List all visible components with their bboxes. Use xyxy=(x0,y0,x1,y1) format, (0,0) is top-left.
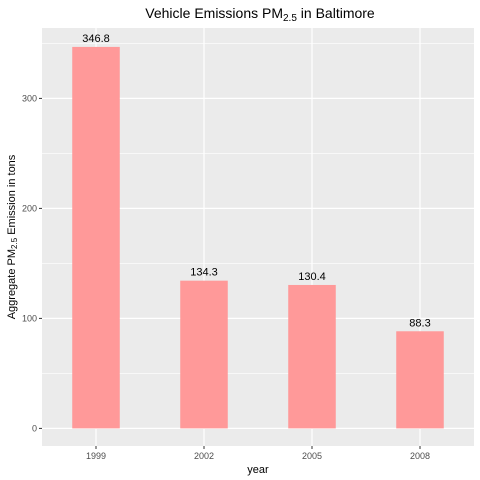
data-label-2005: 130.4 xyxy=(298,271,326,283)
data-label-1999: 346.8 xyxy=(82,33,110,45)
bar-2008 xyxy=(396,331,444,429)
x-tick-label: 2005 xyxy=(302,451,322,461)
data-labels: 346.8 134.3 130.4 88.3 xyxy=(82,33,430,329)
x-tick-label: 2002 xyxy=(194,451,214,461)
y-tick-label: 200 xyxy=(22,203,37,213)
y-tick-label: 300 xyxy=(22,93,37,103)
y-axis: 0 100 200 300 xyxy=(22,93,42,433)
x-tick-label: 1999 xyxy=(86,451,106,461)
data-label-2002: 134.3 xyxy=(190,267,218,279)
bars xyxy=(72,46,444,429)
y-tick-label: 100 xyxy=(22,313,37,323)
y-tick-label: 0 xyxy=(32,423,37,433)
data-label-2008: 88.3 xyxy=(409,317,430,329)
bar-2005 xyxy=(288,284,336,429)
x-axis-title: year xyxy=(247,464,269,476)
x-axis: 1999 2002 2005 2008 xyxy=(86,446,430,461)
chart-title: Vehicle Emissions PM2.5 in Baltimore xyxy=(145,5,375,24)
bar-1999 xyxy=(72,46,120,429)
y-axis-title: Aggregate PM2.5 Emission in tons xyxy=(6,154,19,319)
bar-2002 xyxy=(180,280,228,429)
x-tick-label: 2008 xyxy=(410,451,430,461)
